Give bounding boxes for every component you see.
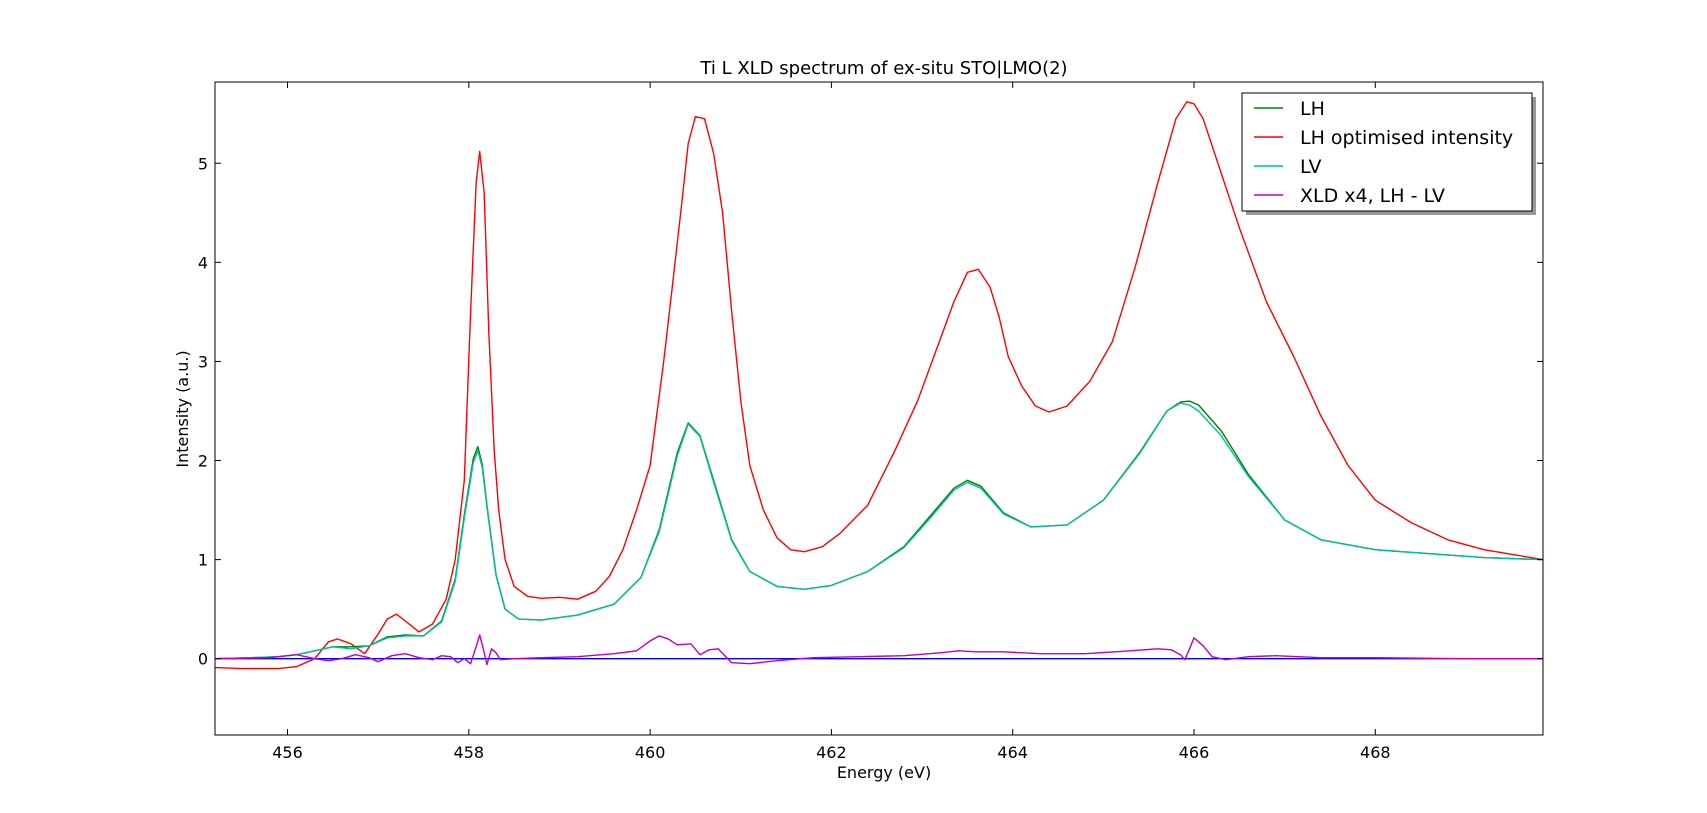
legend-entry-label: LV [1300, 156, 1322, 178]
y-tick-label: 5 [198, 154, 208, 173]
y-tick-label: 3 [198, 352, 208, 371]
legend-entry-label: LH [1300, 98, 1325, 120]
legend-box [1241, 92, 1533, 212]
y-tick-label: 1 [198, 551, 208, 570]
x-tick-label: 462 [816, 743, 847, 762]
x-tick-label: 468 [1360, 743, 1391, 762]
y-axis-label: Intensity (a.u.) [173, 350, 192, 467]
y-tick-label: 0 [198, 650, 208, 669]
series-line-xld-x4-lh-lv [215, 634, 1543, 666]
y-tick-label: 4 [198, 253, 208, 272]
legend: LH LH optimised intensity LV XLD x4, LH - L… [1241, 92, 1536, 215]
series-line-lv [215, 402, 1543, 660]
x-axis-label: Energy (eV) [837, 763, 931, 782]
axes-frame [214, 81, 1544, 736]
plot-area: 456 458 460 462 464 466 468 0 1 2 3 4 5 [198, 81, 1544, 762]
x-tick-label: 460 [635, 743, 666, 762]
chart-title: Ti L XLD spectrum of ex-situ STO|LMO(2) [699, 58, 1067, 79]
legend-entry-label: LH optimised intensity [1300, 127, 1513, 149]
x-tick-label: 458 [454, 743, 485, 762]
series-group [215, 101, 1543, 670]
x-tick-label: 466 [1179, 743, 1210, 762]
y-tick-label: 2 [198, 452, 208, 471]
series-line-lh-optimised-intensity [215, 101, 1543, 670]
x-tick-label: 456 [272, 743, 303, 762]
legend-entry-label: XLD x4, LH - LV [1300, 185, 1445, 207]
x-tick-label: 464 [997, 743, 1028, 762]
